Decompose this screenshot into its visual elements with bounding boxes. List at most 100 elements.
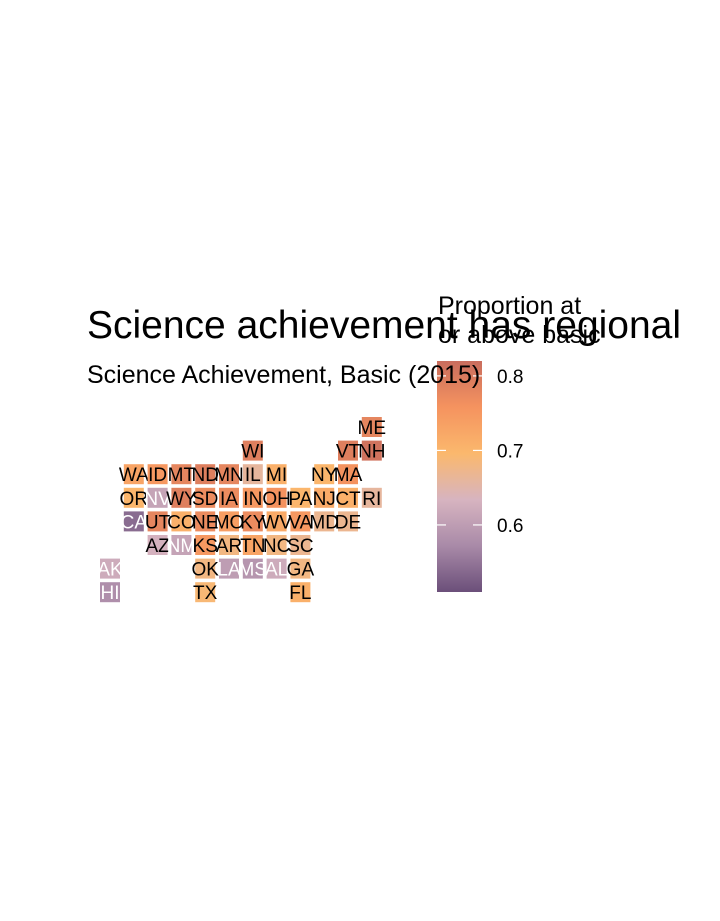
state-label: CT — [335, 489, 361, 510]
state-label: WA — [119, 465, 149, 486]
state-tile-fill — [100, 582, 120, 603]
state-tile-me: ME — [358, 417, 387, 439]
state-label: NM — [167, 536, 197, 557]
state-tile-nh: NH — [358, 440, 386, 463]
legend-ticks: 0.6 0.7 0.8 — [437, 367, 523, 537]
state-tile-in: IN — [242, 487, 263, 510]
state-label: OH — [262, 489, 291, 510]
state-tile-sc: SC — [287, 535, 314, 557]
state-tile-fill — [195, 487, 216, 508]
state-tile-fill — [266, 511, 287, 532]
state-tile-fill — [195, 535, 216, 555]
state-tile-fill — [338, 440, 358, 461]
state-tile-fill — [338, 464, 358, 485]
state-label: WV — [261, 512, 292, 533]
state-tile-nj: NJ — [313, 487, 336, 510]
legend: Proportion at or above basic 0.6 0.7 0.8 — [437, 292, 601, 592]
state-tile-fill — [100, 558, 120, 579]
state-tile-al: AL — [265, 558, 288, 581]
state-tile-ms: MS — [239, 558, 267, 581]
state-tile-fill — [171, 487, 192, 508]
state-label: AZ — [145, 536, 170, 557]
state-tile-fill — [242, 440, 263, 461]
state-tile-az: AZ — [145, 535, 170, 557]
state-tile-fill — [171, 511, 192, 532]
state-tile-fill — [171, 535, 192, 555]
state-tile-de: DE — [335, 511, 361, 533]
state-tile-fill — [195, 464, 216, 485]
state-tile-fill — [266, 464, 287, 485]
state-tile-fill — [219, 464, 239, 485]
state-label: VA — [288, 512, 312, 533]
state-label: WI — [241, 442, 264, 463]
state-tile-fill — [314, 464, 335, 485]
state-label: NJ — [313, 489, 336, 510]
state-tile-fill — [147, 511, 168, 532]
state-label: NH — [358, 442, 385, 463]
state-tile-fill — [290, 582, 311, 603]
state-tile-nm: NM — [167, 535, 197, 557]
state-tile-ia: IA — [219, 487, 239, 510]
state-label: SD — [192, 489, 218, 510]
state-tile-fill — [314, 487, 335, 508]
state-tile-ma: MA — [334, 464, 363, 486]
legend-tick-label: 0.7 — [497, 441, 523, 462]
state-label: GA — [287, 560, 315, 581]
state-tile-fill — [147, 487, 168, 508]
state-tile-fill — [242, 487, 263, 508]
state-tile-sd: SD — [192, 487, 218, 510]
state-tile-tx: TX — [193, 582, 218, 604]
state-label: MT — [168, 465, 196, 486]
state-tile-mo: MO — [214, 511, 245, 533]
state-label: MO — [214, 512, 245, 533]
chart-title: Science achievement has regional — [87, 304, 681, 347]
legend-title-line-2: or above basic — [438, 321, 601, 349]
state-tile-hi: HI — [100, 582, 120, 604]
state-tile-fill — [361, 440, 382, 461]
legend-tick-label: 0.8 — [497, 367, 523, 388]
state-tile-ak: AK — [97, 558, 123, 581]
state-label: KS — [193, 536, 218, 557]
state-label: IA — [220, 489, 238, 510]
state-label: CA — [121, 512, 148, 533]
state-label: OR — [120, 489, 149, 510]
state-label: ND — [191, 465, 218, 486]
state-label: MA — [334, 465, 363, 486]
state-label: ME — [358, 418, 387, 439]
state-tile-wa: WA — [119, 464, 149, 486]
state-tile-ok: OK — [191, 558, 219, 581]
state-tile-wi: WI — [241, 440, 264, 463]
state-tile-fill — [338, 487, 358, 508]
state-tile-ri: RI — [361, 487, 382, 510]
state-label: UT — [145, 512, 171, 533]
state-label: AK — [97, 560, 123, 581]
state-tile-fill — [266, 535, 287, 555]
state-label: MI — [266, 465, 287, 486]
state-tile-ne: NE — [192, 511, 218, 533]
state-tile-mi: MI — [266, 464, 287, 486]
state-label: LA — [217, 560, 241, 581]
state-tile-ct: CT — [335, 487, 361, 510]
state-tile-fill — [219, 511, 239, 532]
state-tile-fill — [361, 487, 382, 508]
state-tile-fill — [242, 511, 263, 532]
state-label: CO — [167, 512, 196, 533]
state-tile-fill — [266, 487, 287, 508]
state-tile-fill — [242, 464, 263, 485]
state-label: WY — [166, 489, 197, 510]
state-label: TN — [240, 536, 265, 557]
state-label: IN — [243, 489, 262, 510]
state-tile-ar: AR — [216, 535, 242, 557]
state-tile-wy: WY — [166, 487, 197, 510]
state-label: NC — [263, 536, 290, 557]
state-tile-fl: FL — [289, 582, 311, 604]
state-tile-la: LA — [217, 558, 241, 581]
state-tile-fill — [290, 558, 311, 579]
state-label: NY — [311, 465, 338, 486]
state-tile-md: MD — [309, 511, 339, 533]
state-tile-fill — [195, 582, 216, 603]
state-tile-il: IL — [242, 464, 263, 486]
